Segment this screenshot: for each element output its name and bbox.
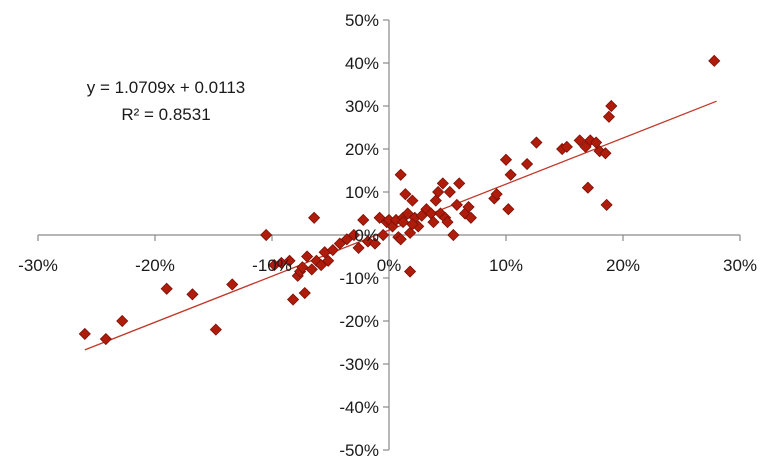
data-point — [396, 216, 410, 229]
x-tick-label: 10% — [489, 256, 523, 275]
data-point — [403, 265, 417, 278]
data-point — [581, 181, 594, 194]
trendline-equation: y = 1.0709x + 0.0113 — [87, 78, 245, 97]
y-tick-label: 40% — [345, 54, 379, 73]
data-point — [352, 241, 365, 254]
data-point — [453, 177, 466, 190]
data-point — [436, 177, 449, 190]
data-point — [443, 185, 456, 199]
data-point — [441, 216, 454, 229]
y-tick-label: 10% — [345, 183, 379, 202]
data-point — [462, 200, 475, 214]
data-point — [464, 211, 477, 224]
data-point — [357, 213, 370, 227]
data-point — [599, 147, 612, 160]
data-point — [605, 99, 618, 113]
data-point — [283, 254, 296, 267]
data-point — [560, 140, 573, 153]
data-point — [394, 233, 407, 246]
y-tick-label: -20% — [339, 312, 379, 331]
data-point — [447, 228, 460, 242]
x-tick-label: 20% — [606, 256, 640, 275]
data-point — [296, 261, 309, 274]
data-point — [99, 332, 112, 346]
data-point — [499, 153, 513, 166]
data-point — [450, 198, 463, 211]
y-tick-label: 30% — [345, 97, 379, 116]
data-point — [368, 237, 382, 250]
data-points — [78, 54, 721, 346]
data-point — [406, 218, 419, 231]
data-point — [305, 263, 318, 276]
data-point — [403, 226, 417, 239]
x-tick-label: -20% — [135, 256, 175, 275]
data-point — [394, 168, 407, 181]
data-point — [186, 288, 199, 301]
data-point — [573, 134, 586, 147]
y-tick-label: 0% — [354, 226, 379, 245]
x-tick-label: -10% — [252, 256, 292, 275]
y-tick-label: -40% — [339, 398, 379, 417]
r-squared-label: R² = 0.8531 — [121, 105, 210, 124]
data-point — [260, 228, 273, 242]
data-point — [602, 110, 616, 123]
data-point — [406, 194, 419, 207]
data-point — [301, 250, 314, 263]
data-point — [322, 254, 335, 267]
tick-labels: -30% -20% -10% 0% 10% 20% 30%50%40%30%20%10%0%… — [18, 11, 757, 460]
y-tick-label: 50% — [345, 11, 379, 30]
data-point — [347, 228, 360, 242]
data-point — [326, 243, 339, 257]
data-point — [399, 188, 412, 201]
data-point — [429, 194, 442, 207]
data-point — [116, 314, 129, 328]
data-point — [160, 282, 173, 295]
data-point — [502, 203, 515, 216]
x-tick-label: 30% — [723, 256, 757, 275]
data-point — [490, 188, 503, 201]
data-point — [708, 54, 721, 67]
annotations: y = 1.0709x + 0.0113 R² = 0.8531 — [87, 78, 245, 124]
y-tick-label: -10% — [339, 269, 379, 288]
data-point — [377, 228, 390, 242]
data-point — [226, 278, 239, 291]
data-point — [427, 216, 440, 229]
y-tick-label: 20% — [345, 140, 379, 159]
x-tick-label: -30% — [18, 256, 58, 275]
y-tick-label: -50% — [339, 441, 379, 460]
data-point — [600, 198, 613, 211]
data-point — [298, 286, 311, 300]
data-point — [432, 185, 445, 199]
data-point — [520, 157, 534, 171]
x-tick-label: 0% — [377, 256, 402, 275]
data-point — [209, 323, 222, 336]
data-point — [78, 327, 91, 340]
data-point — [504, 168, 517, 181]
y-tick-label: -30% — [339, 355, 379, 374]
data-point — [590, 136, 603, 149]
data-point — [286, 293, 300, 306]
data-point — [308, 211, 321, 224]
data-point — [530, 136, 543, 149]
